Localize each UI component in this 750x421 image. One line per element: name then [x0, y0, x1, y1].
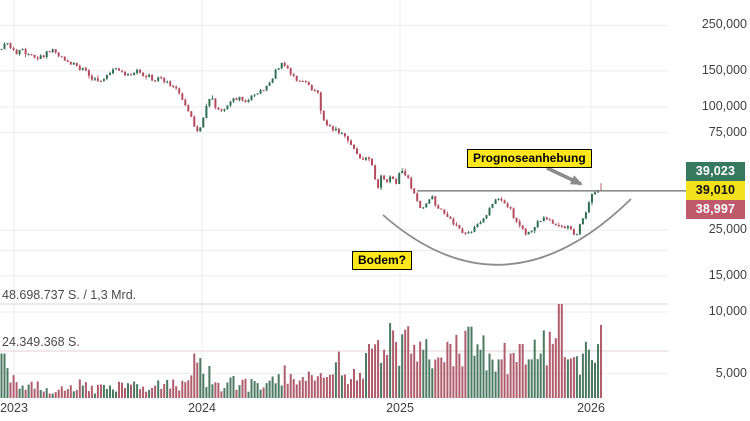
volume-histogram — [0, 304, 602, 398]
ask-price-tag: 39,023 — [686, 162, 745, 181]
rounding-bottom-arc — [382, 198, 632, 266]
annotation-bodem[interactable]: Bodem? — [352, 251, 412, 270]
bid-price-tag: 38,997 — [686, 200, 745, 219]
volume-scale-label-upper: 48.698.737 S. / 1,3 Mrd. — [2, 288, 137, 302]
volume-scale-label-lower: 24.349.368 S. — [2, 335, 80, 349]
time-axis-tick: 2024 — [188, 401, 216, 415]
time-axis-tick: 2025 — [386, 401, 414, 415]
annotation-arrow — [546, 166, 583, 186]
price-axis-tick: 5,000 — [715, 365, 747, 380]
candles — [0, 42, 602, 236]
time-axis-tick: 2026 — [577, 401, 605, 415]
price-axis-tick: 75,000 — [708, 124, 747, 139]
time-axis-tick: 2023 — [0, 401, 28, 415]
last-price-tag: 39,010 — [686, 181, 745, 200]
price-axis-tick: 250,000 — [701, 17, 747, 32]
price-axis-tick: 25,000 — [708, 222, 747, 237]
price-axis-tick: 15,000 — [708, 267, 747, 282]
price-axis-tick: 150,000 — [701, 62, 747, 77]
price-axis-tick: 10,000 — [708, 304, 747, 318]
price-axis-tick: 100,000 — [701, 99, 747, 113]
annotation-prognoseanhebung[interactable]: Prognoseanhebung — [467, 149, 592, 168]
